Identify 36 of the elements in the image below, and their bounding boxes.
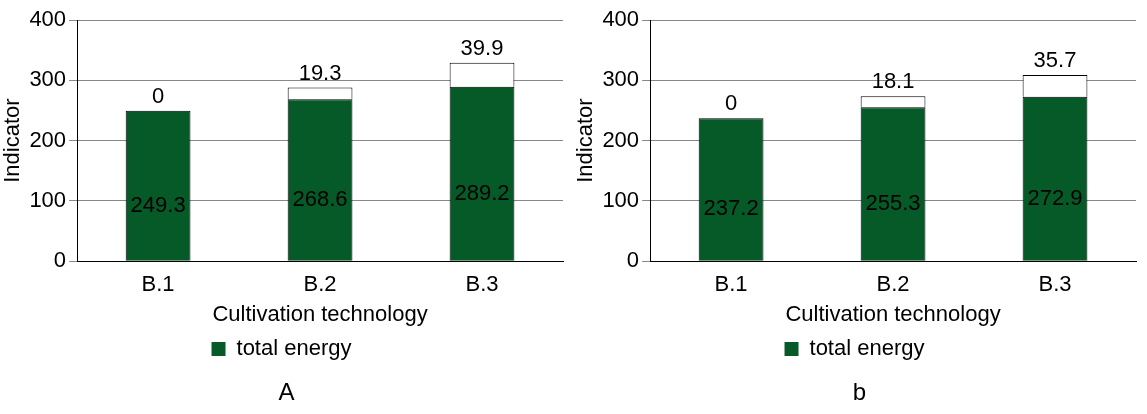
x-tick-label: B.3	[465, 271, 499, 297]
y-tick-label: 400	[602, 6, 640, 32]
x-tick-label: B.3	[1038, 271, 1072, 297]
data-label: 255.3	[865, 190, 921, 216]
y-tick-label: 200	[29, 126, 67, 152]
data-label: 0	[151, 82, 165, 108]
x-tick-label: B.2	[303, 271, 337, 297]
y-axis-title: Indicator	[0, 98, 25, 183]
x-axis-title: Cultivation technology	[212, 300, 428, 326]
y-tick-label: 0	[626, 247, 640, 273]
x-tick-label: B.1	[141, 271, 175, 297]
data-label: 272.9	[1027, 184, 1083, 210]
y-tick-label: 100	[29, 186, 67, 212]
y-tick-label: 0	[53, 247, 67, 273]
x-tick-label: B.1	[714, 271, 748, 297]
data-label: 0	[724, 90, 738, 116]
data-label: 268.6	[292, 186, 348, 212]
y-tick-label: 300	[29, 66, 67, 92]
legend-label: total energy	[236, 335, 352, 361]
data-label: 39.9	[460, 34, 504, 60]
x-tick-label: B.2	[876, 271, 910, 297]
data-label: 18.1	[871, 68, 915, 94]
data-label: 289.2	[454, 179, 510, 205]
data-label: 35.7	[1033, 47, 1077, 73]
data-label: 19.3	[298, 59, 342, 85]
data-label: 249.3	[130, 191, 186, 217]
legend-label: total energy	[809, 335, 925, 361]
data-label: 237.2	[703, 195, 759, 221]
y-tick-label: 100	[602, 186, 640, 212]
y-tick-label: 400	[29, 6, 67, 32]
y-tick-label: 300	[602, 66, 640, 92]
text: A	[277, 378, 296, 406]
y-tick-label: 200	[602, 126, 640, 152]
text: b	[851, 378, 868, 406]
x-axis-title: Cultivation technology	[785, 300, 1001, 326]
y-axis-title: Indicator	[572, 98, 598, 183]
